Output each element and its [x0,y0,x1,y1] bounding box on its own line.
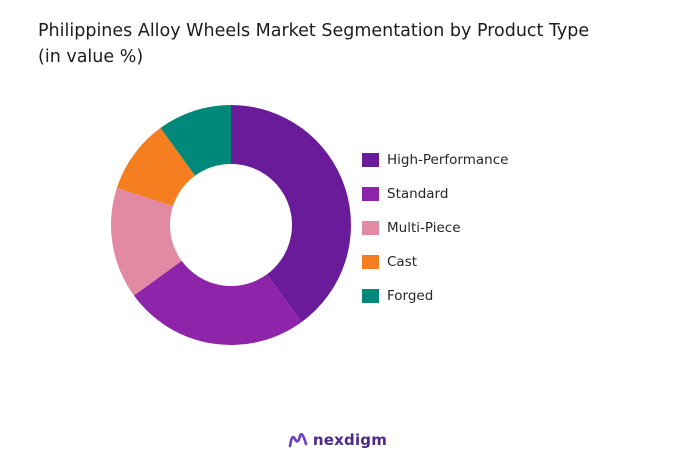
legend-label-forged: Forged [387,288,434,304]
legend-swatch-high-performance [362,153,379,167]
donut-slice-cast [116,127,196,207]
brand-footer: nexdigm [0,430,675,450]
legend-swatch-forged [362,289,379,303]
legend-label-high-performance: High-Performance [387,152,509,168]
chart-subtitle: (in value %) [38,47,144,67]
chart-legend: High-Performance Standard Multi-Piece Cast F… [362,143,508,313]
donut-slice-high-performance [231,105,352,323]
donut-slice-forged [160,105,231,176]
chart-title-main: Philippines Alloy Wheels Market Segmenta… [38,21,590,41]
donut-slice-standard [133,260,302,346]
nexdigm-logo-icon [288,432,308,448]
legend-label-cast: Cast [387,254,418,270]
legend-item-cast: Cast [362,245,508,279]
legend-item-multi-piece: Multi-Piece [362,211,508,245]
legend-item-standard: Standard [362,177,508,211]
donut-slice-multi-piece [110,187,182,296]
legend-swatch-multi-piece [362,221,379,235]
legend-swatch-cast [362,255,379,269]
chart-title: Philippines Alloy Wheels Market Segmenta… [38,18,648,70]
brand-name: nexdigm [312,431,388,449]
legend-item-forged: Forged [362,279,508,313]
legend-label-standard: Standard [387,186,449,202]
legend-swatch-standard [362,187,379,201]
legend-item-high-performance: High-Performance [362,143,508,177]
legend-label-multi-piece: Multi-Piece [387,220,461,236]
